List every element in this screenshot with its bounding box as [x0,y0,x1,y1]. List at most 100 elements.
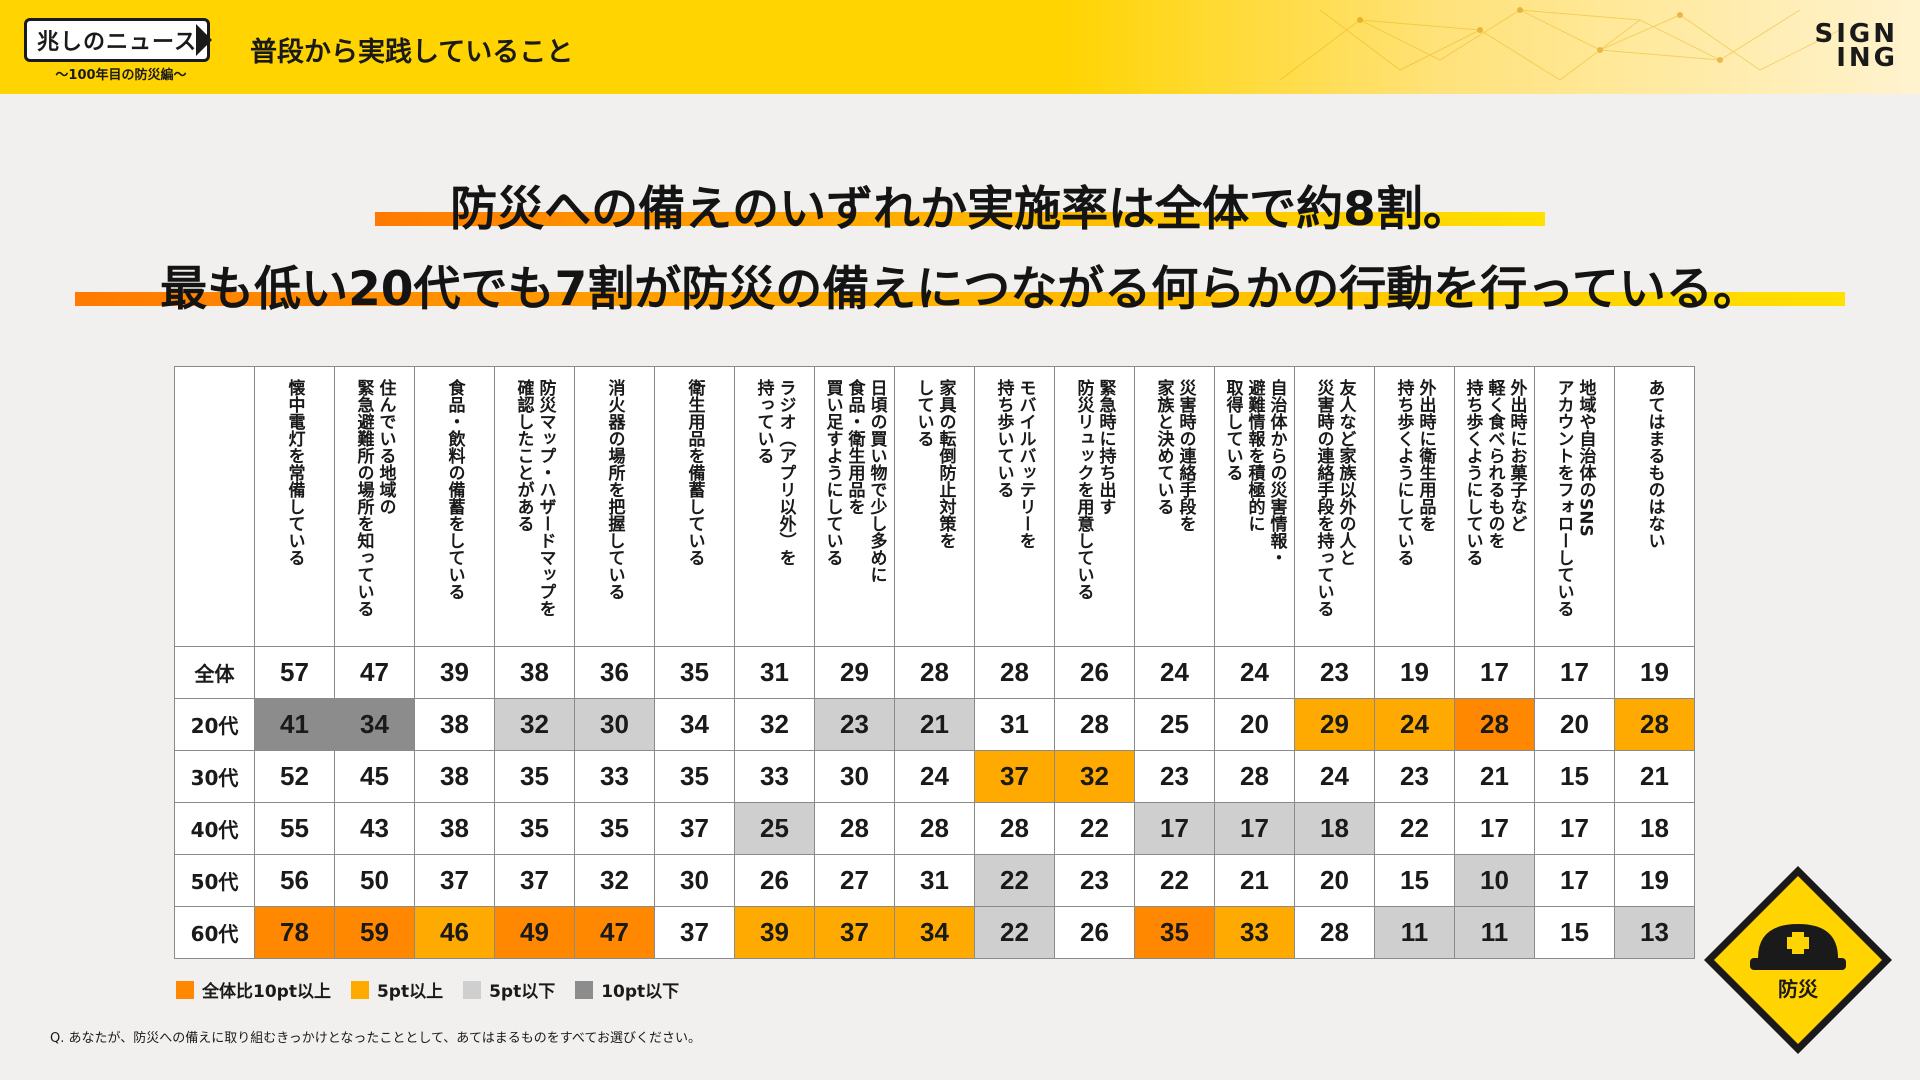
table-cell: 32 [1054,750,1135,803]
question-footnote: Q. あなたが、防災への備えに取り組むきっかけとなったこととして、あてはまるもの… [50,1031,701,1046]
legend-swatch [176,980,194,999]
table-cell: 18 [1614,802,1695,855]
table-cell: 29 [1294,698,1375,751]
table-cell: 24 [1374,698,1455,751]
headline-underline-2 [75,292,1845,306]
table-cell: 18 [1294,802,1375,855]
table-row: 40代 55 43 38 35 35 37 25 28 28 28 22 17 17 18 22 17 17 18 [174,802,1695,855]
legend-label: 全体比10pt以上 [202,982,331,1002]
column-header-label: モバイルバッテリーを 持ち歩いている [993,379,1036,549]
table-cell: 15 [1534,906,1615,959]
table-cell: 37 [494,854,575,907]
table-cell: 32 [494,698,575,751]
table-cell: 35 [1134,906,1215,959]
table-cell: 23 [814,698,895,751]
table-cell: 32 [574,854,655,907]
table-row: 全体 57 47 39 38 36 35 31 29 28 28 26 24 24 23 19 17 17 19 [174,646,1695,699]
logo-subtitle: 〜100年目の防災編〜 [55,68,187,83]
table-cell: 43 [334,802,415,855]
table-cell: 31 [974,698,1055,751]
table-cell: 17 [1134,802,1215,855]
column-header: あてはまるものはない [1614,366,1695,647]
table-cell: 10 [1454,854,1535,907]
table-cell: 28 [1294,906,1375,959]
column-header: 住んでいる地域の 緊急避難所の場所を知っている [334,366,415,647]
table-cell: 20 [1214,698,1295,751]
table-cell: 57 [254,646,335,699]
row-label: 30代 [174,750,255,803]
table-cell: 28 [814,802,895,855]
column-header: 防災マップ・ハザードマップを 確認したことがある [494,366,575,647]
table-cell: 24 [894,750,975,803]
table-cell: 27 [814,854,895,907]
table-cell: 33 [574,750,655,803]
column-header: 家具の転倒防止対策を している [894,366,975,647]
table-cell: 31 [734,646,815,699]
table-cell: 28 [894,802,975,855]
table-cell: 25 [734,802,815,855]
legend-item: 全体比10pt以上 [176,977,331,1002]
table-cell: 34 [654,698,735,751]
bousai-badge: 防災 [1704,866,1892,1054]
table-cell: 38 [414,750,495,803]
table-cell: 55 [254,802,335,855]
column-header: 消火器の場所を把握している [574,366,655,647]
table-row: 20代 41 34 38 32 30 34 32 23 21 31 28 25 20 29 24 28 20 28 [174,698,1695,751]
column-header: 地域や自治体のSNS アカウントをフォローしている [1534,366,1615,647]
table-cell: 28 [1454,698,1535,751]
column-header-label: 外出時にお菓子など 軽く食べられるものを 持ち歩くようにしている [1462,379,1527,566]
table-cell: 31 [894,854,975,907]
legend-item: 10pt以下 [575,977,679,1002]
table-cell: 37 [974,750,1055,803]
table-cell: 26 [1054,646,1135,699]
table-cell: 22 [974,854,1055,907]
table-cell: 24 [1134,646,1215,699]
header-band: 兆しのニュース 〜100年目の防災編〜 普段から実践していること SIGN IN… [0,0,1920,94]
column-header-label: 日頃の買い物で少し多めに 食品・衛生用品を 買い足すようにしている [822,379,887,583]
column-header: 緊急時に持ち出す 防災リュックを用意している [1054,366,1135,647]
column-header: 自治体からの災害情報・ 避難情報を積極的に 取得している [1214,366,1295,647]
column-header-label: 消火器の場所を把握している [604,379,625,600]
brand-line2: ING [1836,43,1898,73]
row-label: 20代 [174,698,255,751]
column-header: 懐中電灯を常備している [254,366,335,647]
table-cell: 28 [1054,698,1135,751]
table-cell: 32 [734,698,815,751]
table-cell: 37 [654,906,735,959]
table-cell: 26 [734,854,815,907]
column-header: モバイルバッテリーを 持ち歩いている [974,366,1055,647]
column-header-label: 住んでいる地域の 緊急避難所の場所を知っている [353,379,396,617]
brand-line1: SIGN [1814,19,1898,49]
brand-logo: SIGN ING [1778,19,1898,73]
table-cell: 78 [254,906,335,959]
table-cell: 17 [1534,802,1615,855]
row-label: 60代 [174,906,255,959]
column-header-label: 外出時に衛生用品を 持ち歩くようにしている [1393,379,1436,566]
table-cell: 34 [894,906,975,959]
table-cell: 37 [414,854,495,907]
legend-item: 5pt以上 [350,977,444,1002]
column-header-label: 緊急時に持ち出す 防災リュックを用意している [1073,379,1116,600]
table-cell: 35 [494,750,575,803]
table-cell: 24 [1214,646,1295,699]
helmet-icon [1750,924,1846,970]
legend-label: 5pt以上 [376,982,444,1002]
column-header-label: 自治体からの災害情報・ 避難情報を積極的に 取得している [1222,379,1287,566]
column-header-label: 友人など家族以外の人と 災害時の連絡手段を持っている [1313,379,1356,617]
column-header: 災害時の連絡手段を 家族と決めている [1134,366,1215,647]
table-cell: 23 [1294,646,1375,699]
column-header-label: 地域や自治体のSNS アカウントをフォローしている [1553,379,1596,617]
table-row: 60代 78 59 46 49 47 37 39 37 34 22 26 35 33 28 11 11 15 13 [174,906,1695,959]
table-cell: 49 [494,906,575,959]
table-cell: 46 [414,906,495,959]
column-header: 友人など家族以外の人と 災害時の連絡手段を持っている [1294,366,1375,647]
column-header: ラジオ（アプリ以外）を 持っている [734,366,815,647]
table-cell: 17 [1534,854,1615,907]
column-header-label: 防災マップ・ハザードマップを 確認したことがある [513,379,556,617]
column-header-label: 衛生用品を備蓄している [684,379,705,566]
table-cell: 52 [254,750,335,803]
table-cell: 13 [1614,906,1695,959]
table-cell: 34 [334,698,415,751]
table-cell: 26 [1054,906,1135,959]
table-cell: 25 [1134,698,1215,751]
